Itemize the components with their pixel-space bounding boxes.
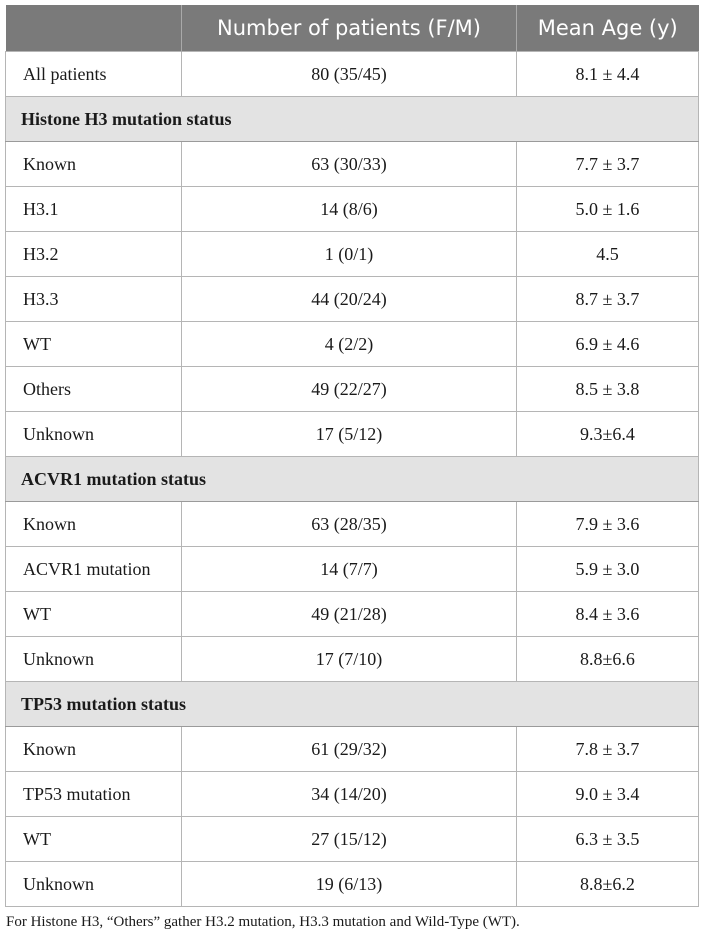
row-age: 8.1 ± 4.4 [516, 51, 699, 97]
row-age: 7.9 ± 3.6 [516, 501, 699, 547]
row-label: Known [5, 501, 182, 547]
table-row: Others 49 (22/27) 8.5 ± 3.8 [5, 366, 699, 412]
row-age: 7.8 ± 3.7 [516, 726, 699, 772]
table-row: Unknown 17 (7/10) 8.8±6.6 [5, 636, 699, 682]
section-title: Histone H3 mutation status [5, 96, 699, 142]
row-patients: 49 (21/28) [181, 591, 517, 637]
row-label: Unknown [5, 861, 182, 907]
row-age: 8.8±6.2 [516, 861, 699, 907]
table-row: H3.1 14 (8/6) 5.0 ± 1.6 [5, 186, 699, 232]
row-label: H3.1 [5, 186, 182, 232]
header-patients-column: Number of patients (F/M) [181, 5, 517, 52]
section-row-acvr1: ACVR1 mutation status [5, 456, 699, 502]
row-age: 8.4 ± 3.6 [516, 591, 699, 637]
row-label: TP53 mutation [5, 771, 182, 817]
row-age: 4.5 [516, 231, 699, 277]
table-row: WT 4 (2/2) 6.9 ± 4.6 [5, 321, 699, 367]
table-row: Known 63 (28/35) 7.9 ± 3.6 [5, 501, 699, 547]
row-age: 9.3±6.4 [516, 411, 699, 457]
section-row-histone-h3: Histone H3 mutation status [5, 96, 699, 142]
table-row: ACVR1 mutation 14 (7/7) 5.9 ± 3.0 [5, 546, 699, 592]
row-patients: 61 (29/32) [181, 726, 517, 772]
row-age: 7.7 ± 3.7 [516, 141, 699, 187]
row-patients: 80 (35/45) [181, 51, 517, 97]
row-label: WT [5, 321, 182, 367]
patients-table: Number of patients (F/M) Mean Age (y) Al… [5, 5, 699, 907]
row-patients: 63 (28/35) [181, 501, 517, 547]
row-patients: 17 (7/10) [181, 636, 517, 682]
table-row: All patients 80 (35/45) 8.1 ± 4.4 [5, 51, 699, 97]
row-label: Unknown [5, 636, 182, 682]
row-label: All patients [5, 51, 182, 97]
row-label: Unknown [5, 411, 182, 457]
row-label: WT [5, 816, 182, 862]
table-row: H3.3 44 (20/24) 8.7 ± 3.7 [5, 276, 699, 322]
row-age: 6.9 ± 4.6 [516, 321, 699, 367]
row-patients: 1 (0/1) [181, 231, 517, 277]
table-row: Unknown 17 (5/12) 9.3±6.4 [5, 411, 699, 457]
table-footnote: For Histone H3, “Others” gather H3.2 mut… [6, 914, 520, 930]
table-container: Number of patients (F/M) Mean Age (y) Al… [5, 5, 699, 931]
table-row: TP53 mutation 34 (14/20) 9.0 ± 3.4 [5, 771, 699, 817]
header-row: Number of patients (F/M) Mean Age (y) [5, 5, 699, 52]
row-label: Known [5, 726, 182, 772]
row-label: Others [5, 366, 182, 412]
row-age: 6.3 ± 3.5 [516, 816, 699, 862]
table-row: H3.2 1 (0/1) 4.5 [5, 231, 699, 277]
row-patients: 17 (5/12) [181, 411, 517, 457]
row-patients: 63 (30/33) [181, 141, 517, 187]
table-row: WT 49 (21/28) 8.4 ± 3.6 [5, 591, 699, 637]
section-title: ACVR1 mutation status [5, 456, 699, 502]
row-patients: 14 (8/6) [181, 186, 517, 232]
row-age: 8.8±6.6 [516, 636, 699, 682]
row-label: Known [5, 141, 182, 187]
table-row: Known 61 (29/32) 7.8 ± 3.7 [5, 726, 699, 772]
row-patients: 19 (6/13) [181, 861, 517, 907]
row-label: ACVR1 mutation [5, 546, 182, 592]
row-age: 5.0 ± 1.6 [516, 186, 699, 232]
table-row: Unknown 19 (6/13) 8.8±6.2 [5, 861, 699, 907]
row-age: 8.7 ± 3.7 [516, 276, 699, 322]
row-patients: 14 (7/7) [181, 546, 517, 592]
row-patients: 49 (22/27) [181, 366, 517, 412]
header-label-column [5, 5, 182, 52]
table-row: WT 27 (15/12) 6.3 ± 3.5 [5, 816, 699, 862]
row-label: H3.3 [5, 276, 182, 322]
row-patients: 4 (2/2) [181, 321, 517, 367]
row-age: 5.9 ± 3.0 [516, 546, 699, 592]
row-patients: 27 (15/12) [181, 816, 517, 862]
row-age: 8.5 ± 3.8 [516, 366, 699, 412]
row-patients: 34 (14/20) [181, 771, 517, 817]
table-row: Known 63 (30/33) 7.7 ± 3.7 [5, 141, 699, 187]
row-label: H3.2 [5, 231, 182, 277]
header-age-column: Mean Age (y) [516, 5, 699, 52]
row-label: WT [5, 591, 182, 637]
row-age: 9.0 ± 3.4 [516, 771, 699, 817]
row-patients: 44 (20/24) [181, 276, 517, 322]
section-row-tp53: TP53 mutation status [5, 681, 699, 727]
section-title: TP53 mutation status [5, 681, 699, 727]
